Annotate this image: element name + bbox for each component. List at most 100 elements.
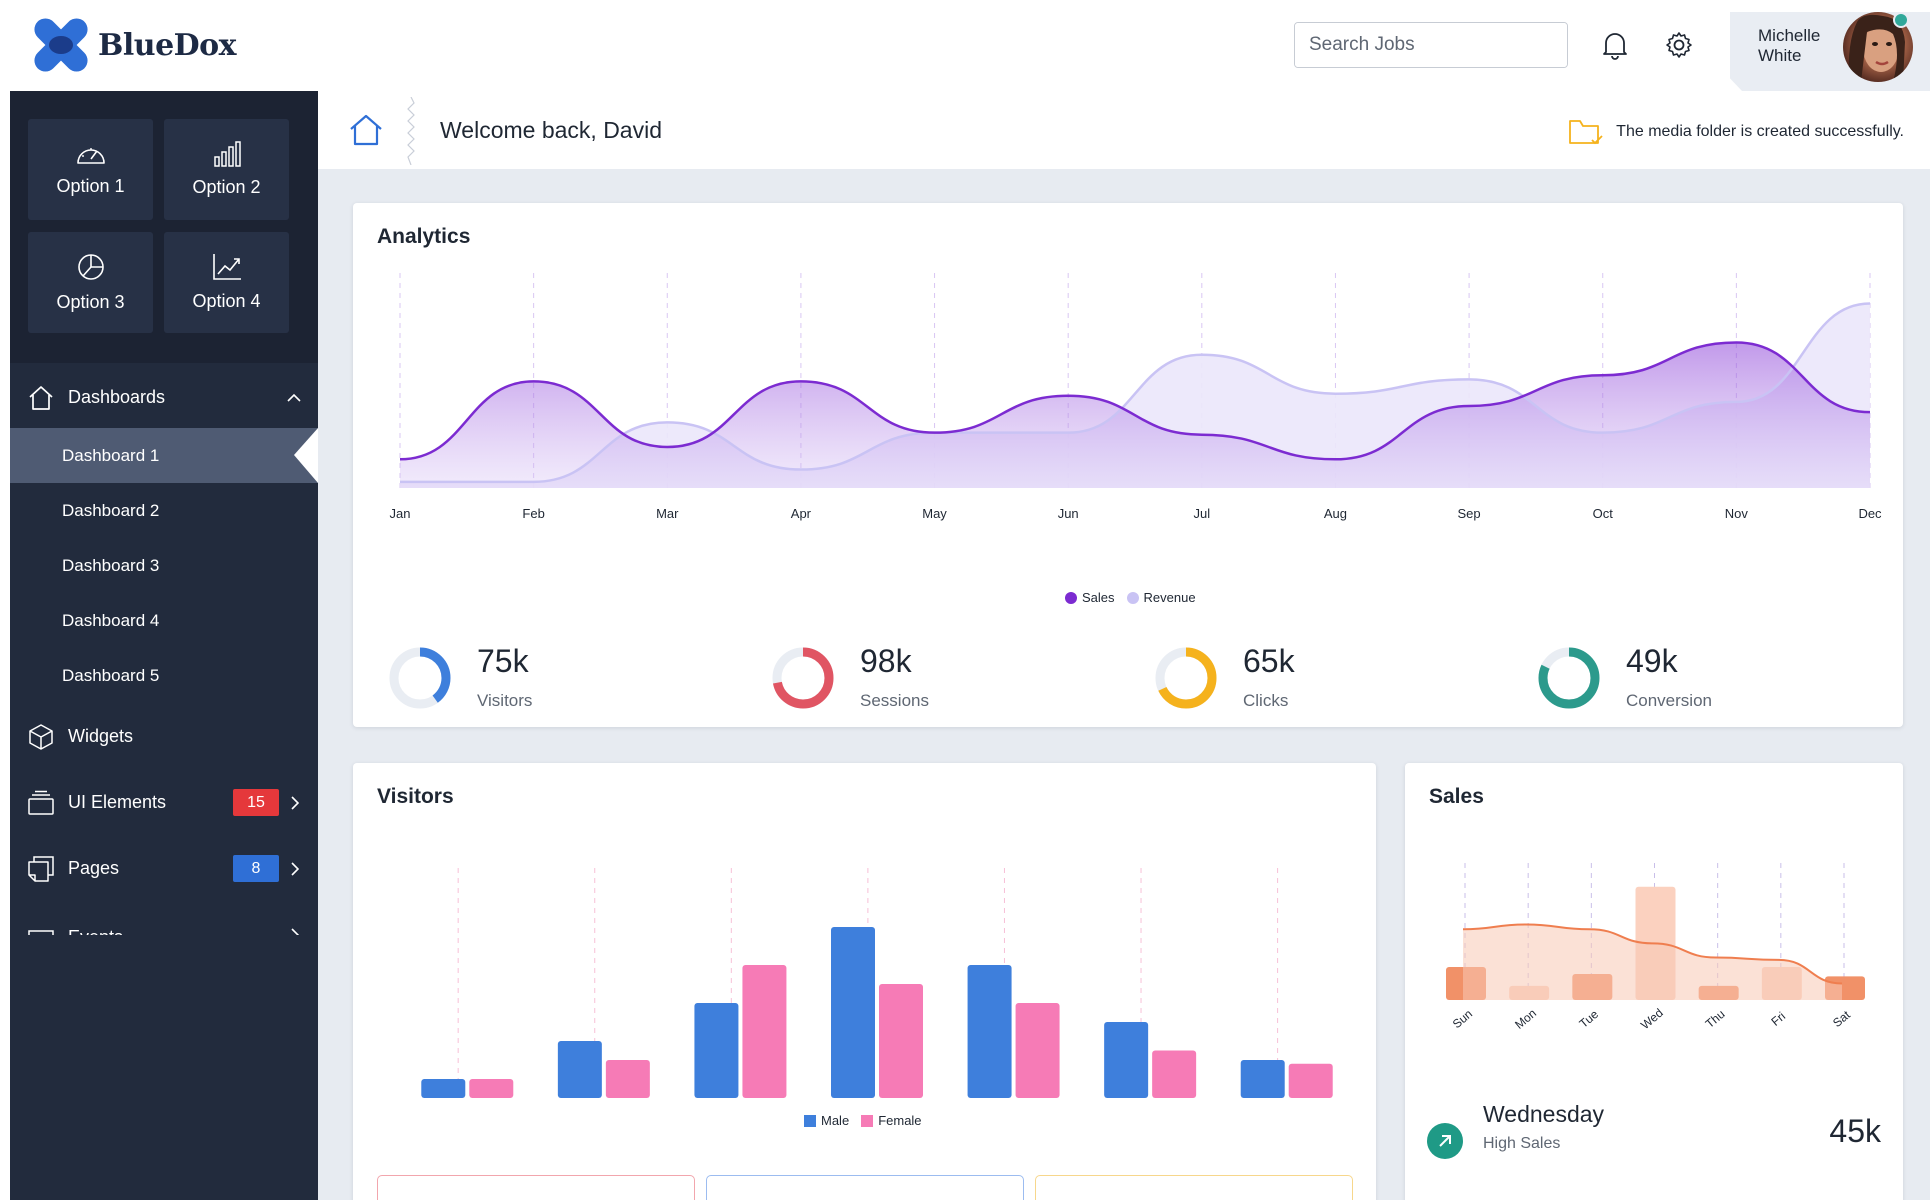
kpi-ring	[1155, 647, 1217, 709]
visitors-title: Visitors	[377, 785, 454, 808]
x-tick-label: Jun	[1058, 506, 1079, 521]
trend-area	[1463, 924, 1842, 1000]
folder-check-icon	[1569, 120, 1603, 145]
option-2-tile[interactable]: Option 2	[164, 119, 289, 220]
option-3-tile[interactable]: Option 3	[28, 232, 153, 333]
kpi-ring	[389, 647, 451, 709]
brand-logo[interactable]: BlueDox	[30, 14, 237, 76]
analytics-card: Analytics Jan Feb Mar Apr May Jun Jul Aug Sep Oct…	[353, 203, 1903, 727]
kpi-label: Clicks	[1243, 691, 1289, 710]
visitors-subcard-3	[1035, 1175, 1353, 1200]
trend-chart-icon	[212, 254, 241, 280]
sidebar: Option 1 Option 2 Option 3	[10, 91, 318, 1200]
nav-events-clip: Events	[10, 917, 318, 935]
trend-up-badge	[1427, 1123, 1463, 1159]
x-tick-label: Nov	[1725, 506, 1749, 521]
legend-swatch	[1065, 591, 1077, 604]
x-tick-label: Thu	[1703, 1007, 1728, 1031]
x-tick-label: Fri	[1768, 1009, 1788, 1029]
x-tick-label: May	[922, 506, 947, 521]
analytics-legend: Sales Revenue	[1065, 590, 1208, 605]
pie-chart-icon	[77, 254, 104, 280]
nav-ui-elements[interactable]: UI Elements 15	[10, 775, 318, 830]
kpi-ring-progress	[1155, 647, 1217, 709]
avatar-face-icon	[1848, 14, 1905, 82]
legend-item-revenue[interactable]: Revenue	[1126, 590, 1196, 605]
x-tick-label: Tue	[1577, 1007, 1602, 1031]
sales-highlight-sub: High Sales	[1483, 1135, 1561, 1152]
legend-swatch	[804, 1114, 816, 1127]
kpi-value: 49k	[1626, 643, 1678, 679]
media-folder-notice: The media folder is created successfully…	[1568, 117, 1904, 147]
main-content: Welcome back, David The media folder is …	[318, 91, 1930, 1200]
kpi-sessions: 98k Sessions	[770, 633, 1070, 723]
bar-female	[1288, 1063, 1333, 1098]
notifications-button[interactable]	[1598, 28, 1632, 62]
option-4-tile[interactable]: Option 4	[164, 232, 289, 333]
legend-swatch	[1126, 591, 1139, 604]
home-button[interactable]	[348, 113, 384, 152]
sidebar-item-dashboard-4[interactable]: Dashboard 4	[10, 593, 318, 648]
home-icon	[26, 383, 56, 413]
kpi-label: Sessions	[860, 691, 929, 710]
arrow-up-right-icon	[1439, 1135, 1451, 1147]
gear-icon	[1666, 32, 1692, 58]
welcome-message: Welcome back, David	[440, 117, 662, 143]
x-tick-label: Dec	[1858, 506, 1882, 521]
gauge-icon	[76, 148, 105, 164]
welcome-bar: Welcome back, David The media folder is …	[318, 91, 1930, 169]
sidebar-item-dashboard-5[interactable]: Dashboard 5	[10, 648, 318, 703]
quick-options: Option 1 Option 2 Option 3	[10, 91, 318, 363]
settings-button[interactable]	[1662, 28, 1696, 62]
kpi-value: 65k	[1243, 643, 1295, 679]
kpi-value: 75k	[477, 643, 529, 679]
x-tick-label: Mar	[656, 506, 679, 521]
bar-male	[967, 965, 1012, 1098]
option-1-tile[interactable]: Option 1	[28, 119, 153, 220]
online-status-dot	[1893, 12, 1909, 28]
bar-female	[1152, 1050, 1197, 1098]
x-tick-label: Feb	[522, 506, 544, 521]
nav-widgets-label: Widgets	[68, 726, 134, 746]
legend-swatch	[861, 1114, 874, 1127]
bluedox-logo-icon	[34, 18, 88, 72]
pages-count-badge: 8	[233, 855, 279, 882]
sidebar-item-dashboard-1[interactable]: Dashboard 1	[10, 428, 318, 483]
bar-male	[831, 927, 875, 1098]
kpi-label: Visitors	[477, 691, 533, 710]
legend-label: Female	[878, 1113, 922, 1128]
revenue-line	[400, 302, 1871, 484]
separator-zigzag	[407, 97, 415, 165]
legend-item-female[interactable]: Female	[861, 1113, 922, 1128]
bell-icon	[1603, 33, 1627, 60]
user-menu[interactable]: Michelle White	[1730, 12, 1930, 91]
home-icon	[350, 114, 382, 146]
x-tick-label: Jan	[390, 506, 411, 521]
search-input[interactable]	[1295, 23, 1567, 67]
visitors-chart	[421, 868, 1333, 1098]
x-tick-label: Oct	[1593, 506, 1614, 521]
kpi-value: 98k	[860, 643, 912, 679]
bar-male	[1240, 1060, 1285, 1098]
nav-widgets[interactable]: Widgets	[10, 709, 318, 764]
legend-item-sales[interactable]: Sales	[1065, 590, 1115, 605]
legend-item-male[interactable]: Male	[804, 1113, 849, 1128]
nav-pages[interactable]: Pages 8	[10, 841, 318, 896]
sidebar-item-label: Dashboard 2	[62, 500, 160, 520]
sidebar-item-label: Dashboard 1	[62, 445, 160, 465]
kpi-visitors: 75k Visitors	[387, 633, 687, 723]
chevron-right-icon	[286, 927, 302, 935]
bar-male	[694, 1003, 739, 1098]
option-4-label: Option 4	[192, 291, 261, 311]
sidebar-item-dashboard-2[interactable]: Dashboard 2	[10, 483, 318, 538]
sales-highlight-day: Wednesday	[1483, 1101, 1605, 1127]
sales-line	[399, 341, 1871, 461]
x-tick-label: Aug	[1324, 506, 1347, 521]
nav-dashboards[interactable]: Dashboards	[10, 370, 318, 425]
sales-chart: Sun Mon Tue Wed Thu Fri Sat	[1446, 863, 1865, 1032]
nav-ui-elements-label: UI Elements	[68, 792, 167, 812]
sidebar-item-dashboard-3[interactable]: Dashboard 3	[10, 538, 318, 593]
kpi-conversion: 49k Conversion	[1536, 633, 1836, 723]
nav-events[interactable]: Events	[10, 917, 318, 935]
nav-dashboards-label: Dashboards	[68, 387, 166, 407]
